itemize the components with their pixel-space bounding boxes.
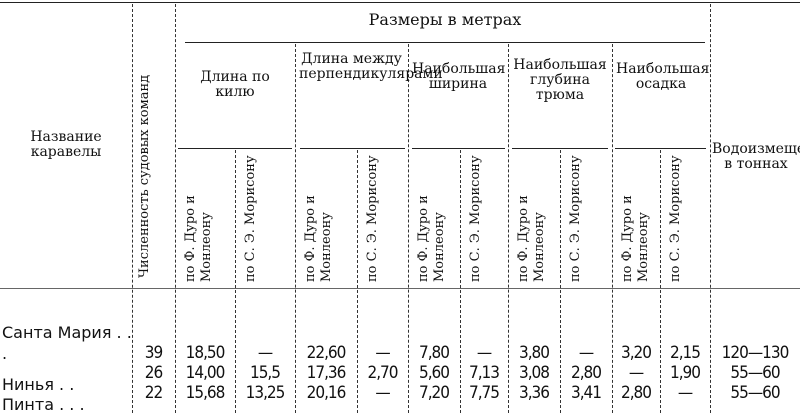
- table-cell: 1,90: [669, 363, 701, 383]
- table-cell: 7,75: [468, 383, 500, 403]
- sub-header-duro: по Ф. Дуро и Монлеону: [303, 195, 334, 282]
- column-divider: [295, 44, 296, 413]
- column-divider: [710, 4, 711, 413]
- sub-header-duro: по Ф. Дуро и Монлеону: [516, 195, 547, 282]
- top-rule: [0, 2, 800, 3]
- group-header: Наибольшая глубина трюма: [513, 57, 607, 103]
- table-cell: 22,60: [306, 343, 347, 363]
- crew-header: Численность судовых команд: [137, 74, 152, 278]
- group-rule: [178, 148, 292, 149]
- row-name: Пинта . . .: [2, 395, 85, 413]
- table-cell: 7,80: [418, 343, 450, 363]
- sub-header-morison: по С. Э. Морисону: [365, 155, 380, 282]
- table-cell: 17,36: [306, 363, 347, 383]
- sub-header-morison: по С. Э. Морисону: [668, 155, 683, 282]
- group-rule: [412, 148, 505, 149]
- header-bottom-rule: [0, 288, 800, 289]
- column-divider: [235, 150, 236, 413]
- table-cell: 15,68: [185, 383, 226, 403]
- table-cell: 39: [144, 343, 163, 363]
- column-divider: [560, 150, 561, 413]
- table-cell: 120—130: [721, 343, 790, 363]
- table-cell: 2,15: [669, 343, 701, 363]
- column-divider: [132, 4, 133, 413]
- sub-header-duro: по Ф. Дуро и Монлеону: [183, 195, 214, 282]
- column-divider: [460, 150, 461, 413]
- table-cell: 22: [144, 383, 163, 403]
- table-cell: 3,41: [570, 383, 602, 403]
- sizes-rule: [185, 42, 705, 43]
- table-cell: —: [677, 383, 693, 403]
- group-header: Длина по килю: [200, 69, 270, 100]
- table-cell: 7,20: [418, 383, 450, 403]
- table-cell: 15,5: [249, 363, 281, 383]
- table-cell: —: [375, 343, 390, 363]
- table-cell: 7,13: [468, 363, 500, 383]
- group-rule: [615, 148, 706, 149]
- sizes-header: Размеры в метрах: [368, 10, 522, 29]
- column-divider: [612, 44, 613, 413]
- table-cell: 3,80: [518, 343, 550, 363]
- column-divider: [408, 44, 409, 413]
- row-name: Нинья . .: [2, 375, 75, 394]
- column-divider: [175, 4, 176, 413]
- group-rule: [512, 148, 608, 149]
- table-cell: 2,70: [367, 363, 398, 383]
- table-cell: 2,80: [620, 383, 652, 403]
- group-header: Наибольшая осадка: [616, 61, 710, 92]
- sub-header-duro: по Ф. Дуро и Монлеону: [416, 195, 447, 282]
- group-header: Наибольшая ширина: [412, 61, 506, 92]
- table-cell: 2,80: [570, 363, 602, 383]
- table-cell: 55—60: [730, 363, 780, 383]
- table-cell: 26: [144, 363, 163, 383]
- table-cell: 13,25: [245, 383, 286, 403]
- sub-header-morison: по С. Э. Морисону: [468, 155, 483, 282]
- table-cell: —: [476, 343, 492, 363]
- table-cell: 20,16: [306, 383, 347, 403]
- table-cell: 14,00: [185, 363, 226, 383]
- sub-header-morison: по С. Э. Морисону: [243, 155, 258, 282]
- table-cell: —: [628, 363, 644, 383]
- table-cell: 3,08: [518, 363, 550, 383]
- table-cell: 5,60: [418, 363, 450, 383]
- table-cell: 3,36: [518, 383, 550, 403]
- table-cell: —: [578, 343, 594, 363]
- table-cell: 3,20: [620, 343, 652, 363]
- column-divider: [660, 150, 661, 413]
- name-header: Название каравелы: [30, 129, 102, 160]
- table-cell: —: [257, 343, 273, 363]
- group-header: Длина между перпендикулярами: [299, 51, 443, 82]
- column-divider: [357, 150, 358, 413]
- sub-header-morison: по С. Э. Морисону: [568, 155, 583, 282]
- table-cell: 55—60: [730, 383, 780, 403]
- row-name: Санта Мария . . .: [2, 323, 132, 363]
- group-rule: [300, 148, 405, 149]
- table-cell: 18,50: [185, 343, 226, 363]
- displacement-header: Водоизмещение в тоннах: [712, 141, 800, 172]
- column-divider: [508, 44, 509, 413]
- table-cell: —: [375, 383, 390, 403]
- sub-header-duro: по Ф. Дуро и Монлеону: [620, 195, 651, 282]
